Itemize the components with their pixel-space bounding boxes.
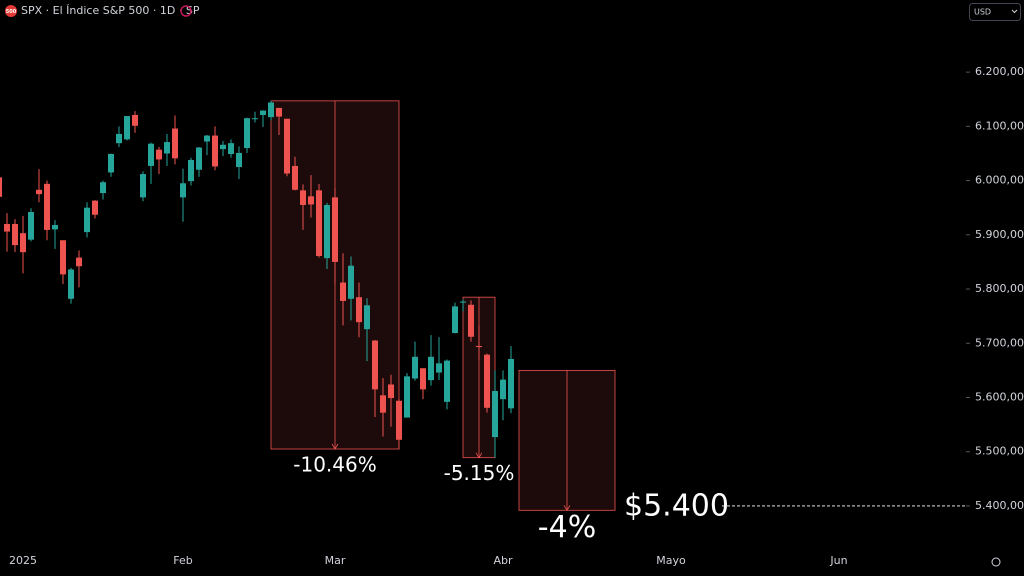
candle-body: [196, 147, 202, 170]
y-tick-label: 6.000,00: [975, 174, 1024, 187]
candle-body: [484, 354, 490, 408]
y-tick-label: 5.600,00: [975, 390, 1024, 403]
currency-label[interactable]: USD: [974, 8, 991, 17]
candle-body: [28, 212, 34, 240]
candle-body: [380, 395, 386, 413]
settings-icon[interactable]: [991, 557, 1001, 567]
y-tick-label: 5.500,00: [975, 445, 1024, 458]
candle-body: [476, 345, 482, 348]
candle-body: [140, 174, 146, 198]
y-tick-label: 6.100,00: [975, 119, 1024, 132]
candle-body: [0, 177, 2, 197]
candle-body: [4, 223, 10, 232]
symbol-icon: [5, 5, 17, 17]
candle-body: [460, 301, 466, 303]
candle-body: [396, 400, 402, 440]
candle-body: [76, 257, 82, 267]
candle-body: [388, 384, 394, 399]
candle-body: [492, 390, 498, 438]
price-line-label: $5.400: [624, 488, 729, 523]
candle-body: [420, 368, 426, 390]
candle-body: [220, 144, 226, 150]
x-tick-label: 2025: [9, 554, 37, 567]
candle-body: [188, 159, 194, 182]
candle-body: [284, 118, 290, 174]
y-tick-label: 5.800,00: [975, 282, 1024, 295]
measure-arrow-head: [563, 505, 571, 512]
candle-body: [60, 240, 66, 275]
candle-body: [292, 165, 298, 190]
candle-body: [92, 200, 98, 215]
candle-body: [300, 190, 306, 205]
candle-body: [372, 340, 378, 390]
candle-body: [244, 118, 250, 149]
candle-body: [68, 269, 74, 299]
measure-arrow-head: [331, 443, 339, 450]
status-icon: [180, 5, 192, 17]
candle-body: [132, 114, 138, 126]
y-tick-label: 5.900,00: [975, 228, 1024, 241]
candle-body: [252, 118, 258, 120]
candle-body: [116, 133, 122, 144]
chart-title: SPX · El Índice S&P 500 · 1D · SP: [21, 4, 200, 17]
candle-body: [108, 154, 114, 173]
x-tick-label: Jun: [829, 554, 847, 567]
candle-body: [444, 360, 450, 402]
candle-body: [172, 128, 178, 159]
candle-body: [124, 116, 130, 140]
x-tick-label: Feb: [173, 554, 192, 567]
candle-body: [236, 152, 242, 168]
candle-body: [276, 107, 282, 117]
measure-label: -5.15%: [444, 461, 515, 485]
x-tick-label: Mayo: [656, 554, 686, 567]
candle-body: [500, 379, 506, 400]
candle-body: [452, 306, 458, 333]
candle-body: [52, 225, 58, 230]
candle-body: [508, 358, 514, 409]
candle-body: [156, 149, 162, 160]
candle-body: [164, 142, 170, 154]
symbol-icon-text: 500: [6, 9, 17, 15]
candle-body: [204, 135, 210, 142]
x-tick-label: Abr: [493, 554, 513, 567]
candle-body: [412, 356, 418, 379]
measure-arrow-head: [475, 452, 483, 459]
measure-label: -4%: [538, 510, 596, 545]
candle-body: [44, 183, 50, 230]
candle-body: [228, 143, 234, 155]
measure-label: -10.46%: [293, 453, 376, 477]
candle-body: [364, 305, 370, 330]
candle-body: [324, 204, 330, 259]
candle-body: [12, 223, 18, 246]
candle-body: [36, 189, 42, 195]
candle-body: [180, 183, 186, 198]
candle-body: [20, 233, 26, 253]
candle-body: [100, 182, 106, 194]
candle-body: [260, 110, 266, 115]
candle-body: [436, 363, 442, 373]
candle-body: [308, 196, 314, 205]
currency-button[interactable]: [969, 3, 1021, 21]
candle-body: [468, 304, 474, 337]
candle-body: [428, 356, 434, 381]
candle-body: [348, 265, 354, 299]
candle-body: [84, 207, 90, 233]
candle-body: [316, 190, 322, 256]
candle-body: [404, 376, 410, 418]
candle-body: [268, 102, 274, 118]
y-tick-label: 5.700,00: [975, 336, 1024, 349]
candle-body: [340, 282, 346, 301]
candle-body: [212, 135, 218, 167]
y-tick-label: 5.400,00: [975, 499, 1024, 512]
candle-body: [356, 297, 362, 323]
x-tick-label: Mar: [325, 554, 346, 567]
y-tick-label: 6.200,00: [975, 65, 1024, 78]
currency-caret: [1011, 9, 1018, 14]
candle-body: [148, 143, 154, 166]
candle-body: [332, 197, 338, 262]
